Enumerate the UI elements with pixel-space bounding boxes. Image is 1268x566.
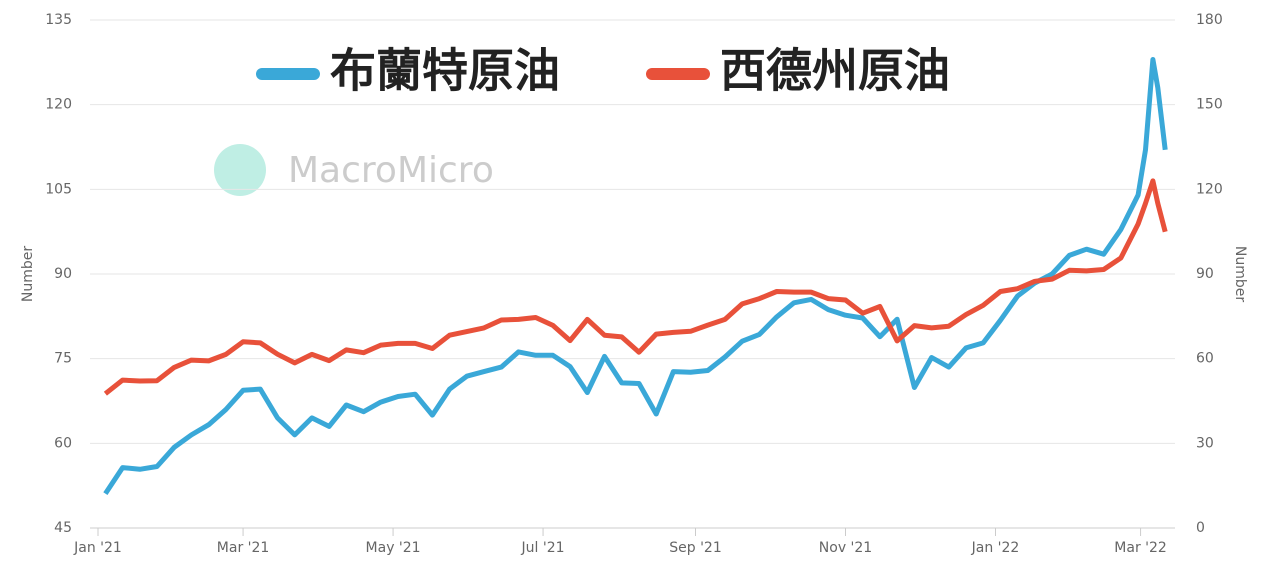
x-tick-label: Jan '22 (971, 540, 1020, 556)
y2-tick-label: 150 (1196, 97, 1223, 113)
y-tick-label: 45 (54, 520, 72, 536)
x-tick-label: Jan '21 (73, 540, 122, 556)
y2-tick-label: 30 (1196, 435, 1214, 451)
y2-tick-label: 120 (1196, 181, 1223, 197)
x-tick-label: Mar '21 (217, 540, 270, 556)
series-line (103, 57, 1168, 495)
x-tick-label: Jul '21 (521, 540, 565, 556)
x-tick-label: May '21 (366, 540, 421, 556)
y2-tick-label: 180 (1196, 12, 1223, 28)
legend-label: 布蘭特原油 (330, 44, 560, 98)
y2-tick-label: 60 (1196, 351, 1214, 367)
y-tick-label: 135 (45, 12, 72, 28)
x-tick-label: Mar '22 (1114, 540, 1167, 556)
y-tick-label: 105 (45, 181, 72, 197)
series-line (103, 178, 1168, 396)
y-tick-label: 75 (54, 351, 72, 367)
y2-axis-title: Number (1232, 246, 1248, 302)
y-tick-label: 90 (54, 266, 72, 282)
y2-tick-label: 90 (1196, 266, 1214, 282)
y-tick-label: 120 (45, 97, 72, 113)
watermark: MacroMicro (288, 150, 494, 191)
watermark-logo (214, 144, 266, 196)
x-tick-label: Sep '21 (669, 540, 722, 556)
y-tick-label: 60 (54, 435, 72, 451)
y-axis-title: Number (20, 246, 36, 302)
y2-tick-label: 0 (1196, 520, 1205, 536)
x-tick-label: Nov '21 (819, 540, 872, 556)
legend-label: 西德州原油 (720, 44, 950, 98)
